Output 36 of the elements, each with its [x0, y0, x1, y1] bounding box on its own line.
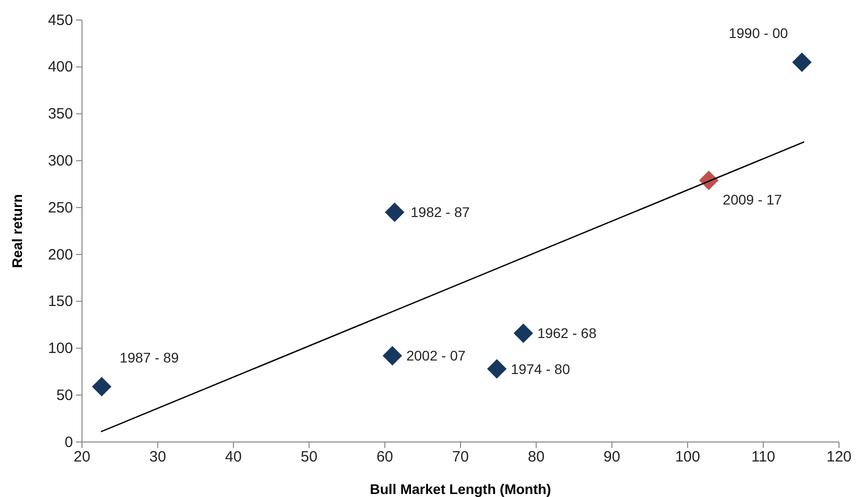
annotation: 1974 - 80	[510, 360, 570, 377]
y-axis-title: Real return	[9, 194, 25, 268]
point	[382, 346, 402, 366]
y-tick-label: 50	[56, 386, 73, 404]
x-tick-label: 50	[300, 448, 318, 466]
annotation: 2002 - 07	[406, 348, 466, 364]
y-tick-label: 0	[64, 434, 73, 451]
x-tick-label: 30	[149, 448, 166, 466]
y-tick-label: 300	[48, 152, 73, 170]
point	[487, 359, 507, 379]
x-tick-label: 40	[225, 448, 242, 466]
x-tick-label: 120	[826, 448, 852, 466]
point	[792, 52, 812, 72]
x-tick-label: 80	[528, 448, 545, 466]
y-tick-label: 200	[48, 246, 73, 264]
y-tick-label: 400	[48, 58, 73, 76]
x-tick-label: 90	[604, 448, 620, 466]
x-tick-label: 60	[376, 448, 394, 466]
point	[92, 376, 112, 396]
y-tick-label: 350	[48, 106, 73, 123]
annotation: 1990 - 00	[728, 25, 788, 42]
point	[514, 323, 534, 343]
annotation: 1987 - 89	[120, 350, 180, 366]
x-axis-title: Bull Market Length (Month)	[370, 481, 552, 497]
x-tick-label: 20	[74, 448, 90, 466]
x-tick-label: 70	[452, 448, 469, 466]
x-tick-label: 110	[751, 448, 776, 466]
annotation: 2009 - 17	[722, 191, 782, 208]
annotation: 1982 - 87	[410, 204, 470, 220]
y-tick-label: 250	[48, 199, 73, 216]
x-tick-label: 100	[675, 448, 700, 466]
annotation: 1962 - 68	[537, 325, 597, 342]
point	[384, 202, 404, 222]
y-tick-label: 100	[48, 340, 73, 358]
y-tick-label: 150	[48, 293, 73, 310]
y-tick-label: 450	[48, 12, 73, 29]
